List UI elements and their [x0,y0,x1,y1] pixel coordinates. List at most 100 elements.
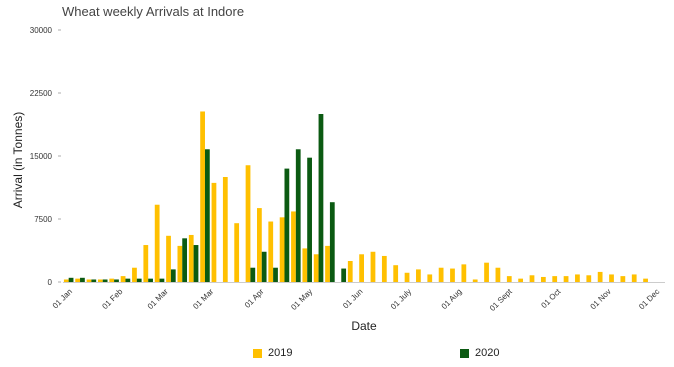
x-tick-label: 01 July [389,287,413,311]
bar-2020-week-11 [182,238,188,282]
bar-2019-week-41 [518,278,524,282]
bar-2019-week-36 [461,264,467,282]
bar-2019-week-16 [234,223,240,282]
y-tick-label: 30000 [30,26,53,35]
bar-2019-week-33 [427,274,433,282]
x-tick-label: 01 Oct [539,287,563,311]
bar-2020-week-9 [159,278,165,282]
x-tick-label: 01 Sept [488,287,514,313]
bar-2019-week-13 [200,111,205,282]
bar-2019-week-27 [359,254,364,282]
bar-2019-week-48 [597,271,603,282]
x-tick-label: 01 May [289,287,314,312]
bar-2019-week-39 [495,267,501,282]
bar-2020-week-19 [273,267,278,282]
legend-2019: 2019 [253,347,292,359]
bar-2019-week-19 [268,221,274,282]
x-axis-title: Date [351,319,377,333]
bar-2020-week-4 [102,279,108,282]
legend-2020: 2020 [460,347,499,359]
bar-2019-week-35 [450,268,455,282]
bar-2019-week-42 [529,275,535,282]
bar-2019-week-30 [393,265,399,282]
bar-2020-week-7 [136,278,142,282]
bar-2019-week-10 [166,235,171,282]
bar-2019-week-21 [291,211,296,282]
bar-2020-week-5 [114,279,119,282]
bar-2020-week-17 [250,267,256,282]
bar-2020-week-25 [341,268,347,282]
bar-2019-week-23 [313,254,319,282]
bar-2019-week-1 [63,279,69,282]
bar-2020-week-13 [204,149,210,282]
bar-2019-week-9 [154,204,160,282]
bar-2019-week-46 [575,274,580,282]
bar-2019-week-32 [416,269,421,282]
bar-2020-week-24 [329,202,335,282]
bar-2020-week-23 [318,114,324,282]
y-axis-title: Arrival (in Tonnes) [11,112,25,208]
bar-2020-week-3 [91,279,97,282]
bar-2019-week-38 [484,262,489,282]
bar-2019-week-24 [325,245,330,282]
bar-2020-week-20 [284,168,290,282]
bar-2019-week-40 [506,276,512,282]
bar-2019-week-3 [86,279,92,282]
bar-2019-week-4 [97,279,103,282]
bar-2019-week-44 [552,276,558,282]
bar-2019-week-5 [109,278,115,282]
bar-2019-week-43 [540,276,546,282]
bar-2020-week-8 [148,278,153,282]
x-tick-label: 01 Dec [637,287,661,311]
legend-label-2020: 2020 [475,347,500,359]
bar-2019-week-49 [609,274,614,282]
bar-2020-week-1 [68,277,74,282]
bar-2019-week-52 [643,278,648,282]
bar-2019-week-14 [211,182,217,282]
bar-2019-week-51 [631,274,637,282]
x-tick-label: 01 Nov [589,287,613,311]
bar-2019-week-7 [132,267,137,282]
x-tick-label: 01 Mar [191,287,215,311]
bar-2019-week-34 [438,267,444,282]
bar-2020-week-6 [125,278,131,282]
y-tick-label: 22500 [30,89,53,98]
y-tick-label: 7500 [34,215,52,224]
x-tick-label: 01 Aug [440,287,464,311]
bar-2020-week-18 [261,251,267,282]
bar-2019-week-18 [257,208,262,282]
legend-label-2019: 2019 [268,347,293,359]
x-tick-label: 01 Feb [100,287,124,311]
y-axis: 0 7500 15000 22500 30000 [30,26,61,287]
bar-2020-week-2 [80,277,85,282]
chart-title: Wheat weekly Arrivals at Indore [62,4,245,19]
x-tick-label: 01 Apr [243,287,266,310]
bar-2019-week-22 [302,248,308,282]
x-axis: 01 Jan 01 Feb 01 Mar 01 Mar 01 Apr 01 May 01 J… [51,287,662,313]
bar-2019-week-6 [120,276,126,282]
y-tick-label: 15000 [30,152,53,161]
bar-2020-week-22 [307,157,312,282]
x-tick-label: 01 Mar [146,287,170,311]
bar-2020-week-10 [170,269,176,282]
x-tick-label: 01 Jun [341,287,364,310]
bar-2019-week-31 [404,272,410,282]
bar-2019-week-29 [381,255,387,282]
bar-2019-week-17 [245,165,251,282]
bar-2019-week-37 [472,279,478,282]
bar-2020-week-21 [295,149,301,282]
bars [63,111,648,282]
bar-2019-week-20 [279,217,285,282]
legend-swatch-2020 [460,348,469,358]
bar-2019-week-2 [75,278,81,282]
bar-2019-week-47 [586,275,592,282]
bar-2019-week-28 [370,251,376,282]
legend-swatch-2019 [253,348,262,358]
y-tick-label: 0 [48,278,53,287]
bar-2019-week-12 [188,234,194,282]
bar-2019-week-11 [177,245,183,282]
x-tick-label: 01 Jan [51,287,74,310]
bar-2019-week-50 [620,276,626,282]
bar-2019-week-15 [222,177,228,282]
